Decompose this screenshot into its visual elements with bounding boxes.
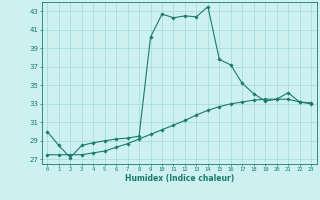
X-axis label: Humidex (Indice chaleur): Humidex (Indice chaleur)	[124, 174, 234, 183]
